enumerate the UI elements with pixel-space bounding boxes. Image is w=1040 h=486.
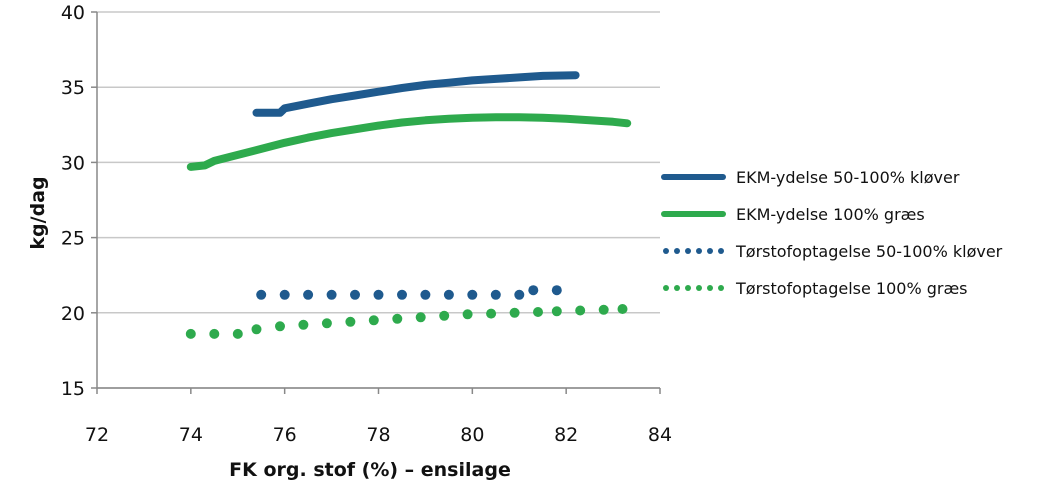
legend-swatch-dot [707,285,713,291]
legend-item: EKM-ydelse 100% græs [661,205,925,224]
data-point [303,289,314,300]
legend-label: Tørstofoptagelse 100% græs [735,279,968,298]
legend-swatch-dot [718,285,724,291]
x-tick-label: 82 [554,424,578,446]
x-tick-label: 72 [85,424,109,446]
legend: EKM-ydelse 50-100% kløver EKM-ydelse 100%… [661,168,1003,298]
axes [96,12,661,394]
data-point [467,289,478,300]
series-line [252,71,580,117]
data-point [368,315,379,326]
legend-swatch-dot [685,285,691,291]
data-point [232,328,243,339]
series-3 [256,285,562,300]
data-point [443,289,454,300]
data-point [397,289,407,300]
legend-swatch-dot [674,248,680,254]
x-tick-label: 84 [648,424,672,446]
x-tick-label: 80 [460,424,484,446]
data-point [486,308,497,319]
data-point [298,319,309,330]
data-point [533,307,543,317]
legend-swatch-dot [663,248,669,254]
series-1 [252,71,580,117]
data-point [350,289,360,300]
data-point [617,304,628,314]
grid [91,11,660,389]
series-4 [185,304,628,339]
y-tick-label: 40 [61,2,85,24]
y-tick-labels: 15 20 25 30 35 40 [61,2,85,400]
x-tick-label: 76 [273,424,297,446]
data-point [528,285,539,296]
x-axis-title: FK org. stof (%) – ensilage [229,459,511,481]
data-point [420,289,431,300]
data-point [462,309,473,320]
data-point [392,313,403,324]
data-point [251,324,262,335]
data-point [209,328,220,339]
x-tick-label: 78 [366,424,390,446]
data-point [598,304,609,315]
data-point [326,289,337,300]
data-point [275,321,285,332]
data-point [509,307,520,318]
y-tick-label: 25 [61,228,85,250]
data-point [321,318,332,329]
legend-item: Tørstofoptagelse 50-100% kløver [663,242,1003,261]
legend-swatch-dot [663,285,669,291]
legend-label: EKM-ydelse 100% græs [736,205,925,224]
series-line [186,113,632,171]
legend-swatch-dot [718,248,724,254]
data-point [551,306,562,317]
legend-swatch-dot [674,285,680,291]
legend-swatch-dot [696,285,702,291]
data-point [345,316,356,327]
y-axis-title: kg/dag [27,176,49,249]
data-point [373,289,384,300]
data-point [279,289,290,300]
y-tick-label: 30 [61,152,85,174]
data-point [514,289,525,300]
series-layer [185,71,632,339]
legend-item: Tørstofoptagelse 100% græs [663,279,968,298]
legend-swatch-dot [685,248,691,254]
x-tick-labels: 72 74 76 78 80 82 84 [85,424,672,446]
legend-item: EKM-ydelse 50-100% kløver [661,168,960,187]
data-point [256,289,267,300]
data-point [575,305,586,316]
legend-label: Tørstofoptagelse 50-100% kløver [735,242,1003,261]
y-tick-label: 20 [61,303,85,325]
data-point [185,328,196,339]
legend-label: EKM-ydelse 50-100% kløver [736,168,960,187]
data-point [439,310,450,321]
x-tick-label: 74 [179,424,203,446]
legend-swatch-dot [696,248,702,254]
y-tick-label: 35 [61,77,85,99]
series-2 [186,113,632,171]
data-point [415,312,426,323]
data-point [490,289,501,300]
data-point [551,285,562,296]
legend-swatch-dot [707,248,713,254]
y-tick-label: 15 [61,378,85,400]
